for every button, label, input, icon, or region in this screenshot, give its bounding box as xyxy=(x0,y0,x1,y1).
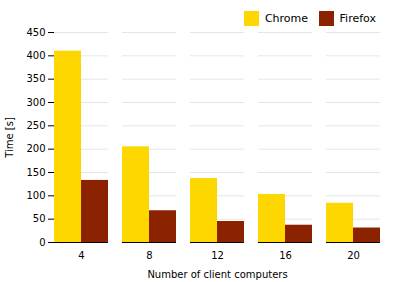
svg-text:Number of client computers: Number of client computers xyxy=(147,269,287,280)
svg-text:16: 16 xyxy=(279,250,292,261)
html-text:Firefox: Firefox xyxy=(339,12,376,25)
svg-text:400: 400 xyxy=(26,50,45,61)
svg-text:50: 50 xyxy=(33,213,46,224)
svg-text:8: 8 xyxy=(146,250,152,261)
svg-text:150: 150 xyxy=(26,167,45,178)
svg-text:450: 450 xyxy=(26,27,45,38)
svg-text:12: 12 xyxy=(211,250,224,261)
svg-text:350: 350 xyxy=(26,73,45,84)
html-text:Chrome: Chrome xyxy=(264,12,309,25)
svg-text:100: 100 xyxy=(26,190,45,201)
svg-text:0: 0 xyxy=(39,237,45,248)
svg-text:Time [s]: Time [s] xyxy=(4,117,15,159)
svg-text:200: 200 xyxy=(26,143,45,154)
svg-text:300: 300 xyxy=(26,97,45,108)
svg-text:20: 20 xyxy=(347,250,360,261)
svg-text:4: 4 xyxy=(78,250,84,261)
svg-text:250: 250 xyxy=(26,120,45,131)
